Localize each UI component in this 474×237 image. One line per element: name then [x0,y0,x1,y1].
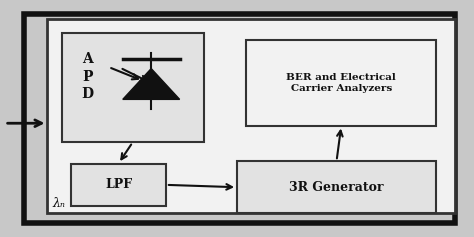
FancyBboxPatch shape [62,33,204,142]
FancyBboxPatch shape [237,161,436,213]
Text: 3R Generator: 3R Generator [289,181,384,194]
FancyBboxPatch shape [71,164,166,206]
Text: λₙ: λₙ [52,197,65,210]
FancyBboxPatch shape [24,14,455,223]
FancyBboxPatch shape [246,40,436,126]
Text: A
P
D: A P D [82,52,94,101]
FancyBboxPatch shape [47,19,455,213]
Text: LPF: LPF [105,178,132,191]
Text: BER and Electrical
Carrier Analyzers: BER and Electrical Carrier Analyzers [286,73,396,93]
Polygon shape [123,68,180,99]
